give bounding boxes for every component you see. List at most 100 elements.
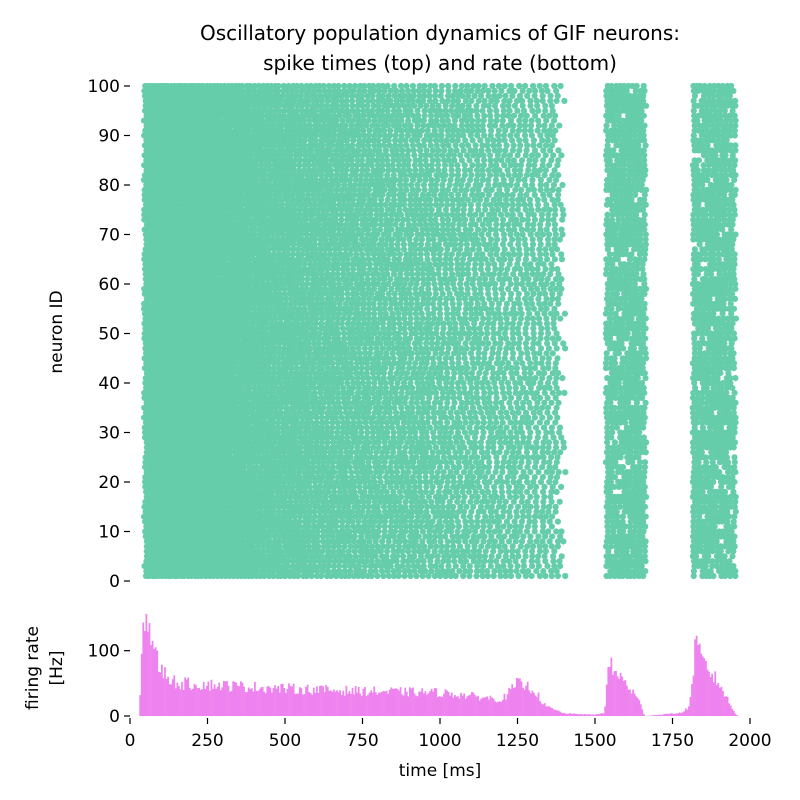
spike-dot <box>429 553 436 560</box>
spike-dot <box>400 558 407 565</box>
spike-dot <box>345 558 352 565</box>
spike-dot <box>330 568 338 575</box>
spike-dot <box>410 563 417 570</box>
spike-dot <box>417 553 425 560</box>
spike-dot <box>286 572 293 580</box>
spike-dot <box>482 548 489 555</box>
spike-dot <box>474 563 481 570</box>
spike-dot <box>479 572 486 580</box>
spike-dot <box>507 568 514 575</box>
spike-dot <box>330 563 337 570</box>
spike-dot <box>324 548 332 555</box>
spike-dot <box>509 553 516 560</box>
spike-dot <box>355 572 362 580</box>
spike-dot <box>611 572 618 580</box>
spike-dot <box>296 548 303 555</box>
spike-dot <box>297 558 304 565</box>
spike-dot <box>459 365 466 372</box>
spike-dot <box>257 553 264 560</box>
spike-dot <box>336 568 343 575</box>
spike-dot <box>313 553 320 560</box>
spike-dot <box>520 563 528 570</box>
spike-dot <box>434 568 441 575</box>
spike-dot <box>548 568 555 575</box>
spike-dot <box>420 563 427 570</box>
spike-dot <box>721 488 729 495</box>
spike-dot <box>295 568 302 575</box>
spike-dot <box>383 553 390 560</box>
spike-dot <box>267 563 274 570</box>
spike-dot <box>374 558 381 565</box>
spike-dot <box>290 558 297 565</box>
spike-dot <box>404 558 411 565</box>
spike-dot <box>394 563 401 570</box>
spike-dot <box>513 568 520 575</box>
spike-dot <box>470 558 477 565</box>
spike-dot <box>470 548 477 555</box>
spike-dot <box>352 553 359 560</box>
spike-dot <box>345 548 352 555</box>
spike-dot <box>641 548 649 555</box>
spike-dot <box>321 558 328 565</box>
spike-dot <box>472 553 479 560</box>
spike-dot <box>548 399 555 406</box>
spike-dot <box>319 548 326 555</box>
spike-dot <box>529 553 536 560</box>
spike-dot <box>276 563 283 570</box>
spike-dot <box>730 563 737 570</box>
spike-dot <box>554 355 561 362</box>
spike-dot <box>494 563 501 570</box>
spike-dot <box>395 572 402 580</box>
spike-dot <box>241 553 248 560</box>
spike-dot <box>407 572 414 580</box>
spike-dot <box>503 548 510 555</box>
spike-dot <box>380 572 387 580</box>
spike-dot <box>710 572 717 580</box>
spike-dot <box>612 553 619 560</box>
spike-dot <box>554 518 562 525</box>
spike-dot <box>399 563 406 570</box>
spike-dot <box>279 568 286 575</box>
spike-dot <box>367 568 374 575</box>
spike-dot <box>249 572 256 580</box>
spike-dot <box>438 548 445 555</box>
spike-dot <box>552 503 559 510</box>
spike-dot <box>484 572 491 580</box>
spike-dot <box>394 548 401 555</box>
spike-dot <box>384 568 391 575</box>
spike-dot <box>500 563 507 570</box>
spike-dot <box>715 568 723 575</box>
spike-dot <box>452 572 459 580</box>
spike-dot <box>522 548 529 555</box>
spike-dot <box>393 558 400 565</box>
spike-dot <box>413 572 420 580</box>
spike-dot <box>269 553 276 560</box>
spike-dot <box>331 558 338 565</box>
spike-dot <box>544 563 551 570</box>
spike-dot <box>401 572 408 580</box>
spike-dot <box>725 548 732 555</box>
spike-dot <box>611 563 618 570</box>
spike-dot <box>330 548 337 555</box>
spike-dot <box>607 553 614 560</box>
spike-dot <box>319 568 326 575</box>
spike-dot <box>481 553 489 560</box>
spike-dot <box>542 558 549 565</box>
spike-dot <box>729 553 736 560</box>
spike-dot <box>640 434 647 441</box>
spike-dot <box>456 568 463 575</box>
spike-dot <box>449 568 456 575</box>
spike-dot <box>549 350 556 357</box>
spike-dot <box>522 572 529 580</box>
spike-dot <box>284 558 291 565</box>
spike-dot <box>541 553 548 560</box>
spike-dot <box>535 553 542 560</box>
spike-dot <box>642 568 649 575</box>
spike-dot <box>476 558 483 565</box>
spike-dot <box>427 563 434 570</box>
spike-dot <box>559 375 566 382</box>
spike-dot <box>693 553 700 560</box>
spike-dot <box>411 568 418 575</box>
spike-dots <box>140 82 740 580</box>
